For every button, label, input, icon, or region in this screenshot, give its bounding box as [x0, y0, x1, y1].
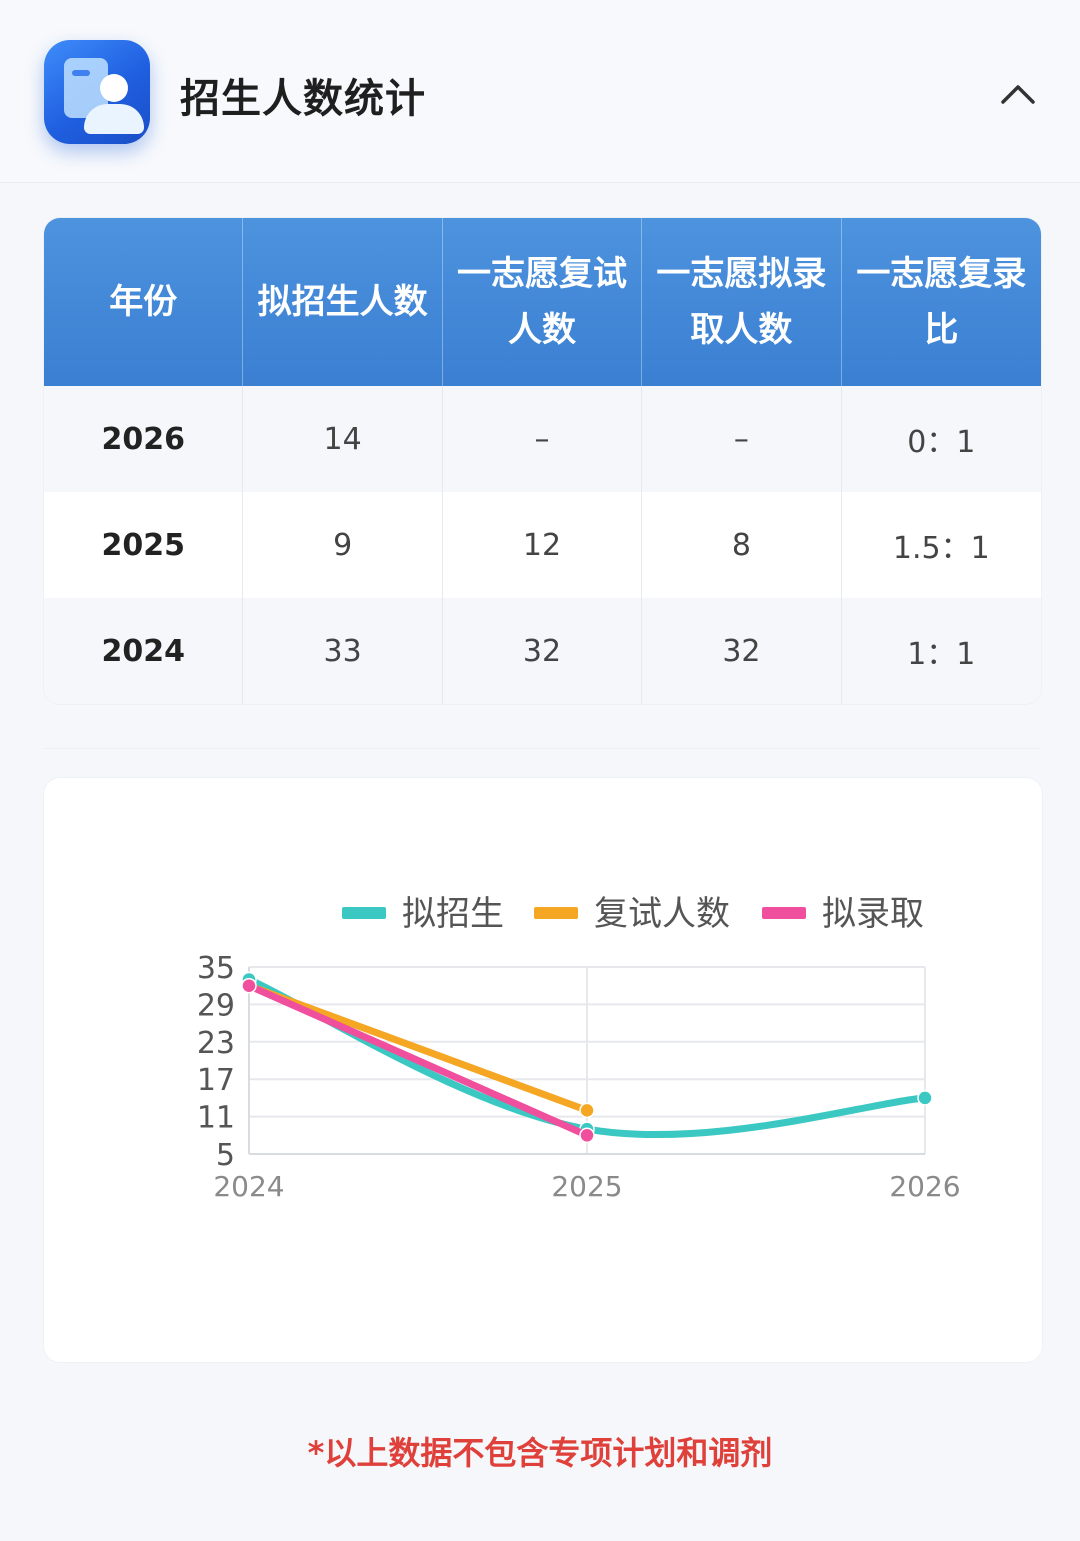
cell-planned: 9	[243, 492, 443, 598]
table-body: 2026 14 – – 0：1 2025 9 12 8 1.5：1 2024 3…	[44, 386, 1041, 704]
collapse-button[interactable]	[992, 70, 1044, 114]
column-header-retest: 一志愿复试人数	[443, 218, 643, 386]
legend-label: 拟招生	[402, 894, 504, 934]
cell-planned: 33	[243, 598, 443, 704]
header-bar: 招生人数统计	[0, 0, 1080, 183]
cell-year: 2024	[44, 598, 244, 704]
cell-admitted: 32	[642, 598, 842, 704]
admissions-profile-icon	[44, 40, 150, 144]
table-row: 2026 14 – – 0：1	[44, 386, 1041, 492]
data-point	[579, 1102, 595, 1119]
y-tick-label: 35	[197, 951, 235, 986]
legend-label: 拟录取	[822, 894, 924, 934]
y-tick-label: 17	[197, 1063, 235, 1098]
cell-year: 2025	[44, 492, 244, 598]
legend-swatch	[534, 907, 578, 919]
admissions-table: 年份 拟招生人数 一志愿复试人数 一志愿拟录取人数 一志愿复录比 2026 14…	[44, 218, 1041, 704]
y-tick-label: 23	[197, 1026, 235, 1061]
data-point	[241, 977, 257, 994]
column-header-admitted: 一志愿拟录取人数	[642, 218, 842, 386]
table-row: 2025 9 12 8 1.5：1	[44, 492, 1041, 598]
column-header-year: 年份	[44, 218, 244, 386]
chevron-up-icon	[1001, 85, 1035, 104]
page-title: 招生人数统计	[180, 76, 426, 122]
y-tick-label: 5	[216, 1138, 235, 1173]
cell-retest: –	[443, 386, 643, 492]
x-tick-label: 2024	[213, 1170, 284, 1203]
cell-planned: 14	[243, 386, 443, 492]
cell-ratio: 0：1	[907, 425, 976, 460]
data-point	[917, 1090, 933, 1106]
cell-year: 2026	[44, 386, 244, 492]
cell-retest: 12	[443, 492, 643, 598]
cell-retest: 32	[443, 598, 643, 704]
cell-ratio: 1.5：1	[892, 531, 990, 566]
table-row: 2024 33 32 32 1：1	[44, 598, 1041, 704]
table-header: 年份 拟招生人数 一志愿复试人数 一志愿拟录取人数 一志愿复录比	[44, 218, 1041, 386]
legend-swatch	[342, 907, 386, 919]
legend-swatch	[762, 907, 806, 919]
series-line	[245, 982, 591, 1139]
footnote: *以上数据不包含专项计划和调剂	[307, 1434, 773, 1472]
legend-label: 复试人数	[594, 894, 730, 934]
y-tick-label: 29	[197, 988, 235, 1023]
x-tick-label: 2025	[551, 1170, 622, 1203]
cell-admitted: –	[642, 386, 842, 492]
series-line	[245, 982, 591, 1114]
cell-ratio: 1：1	[907, 637, 976, 672]
data-point	[579, 1127, 595, 1144]
section-divider	[44, 748, 1041, 749]
admissions-chart-card: 5 11 17 23 29 35 2024 2025 2026 拟招生 复试人数 拟录取	[44, 778, 1042, 1362]
column-header-ratio: 一志愿复录比	[856, 254, 1027, 350]
cell-admitted: 8	[642, 492, 842, 598]
column-header-planned: 拟招生人数	[243, 218, 443, 386]
x-tick-label: 2026	[889, 1170, 960, 1203]
y-tick-label: 11	[197, 1101, 235, 1136]
